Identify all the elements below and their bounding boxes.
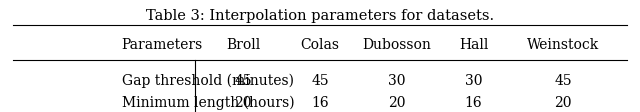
Text: Weinstock: Weinstock <box>527 38 599 52</box>
Text: Hall: Hall <box>459 38 488 52</box>
Text: Broll: Broll <box>226 38 260 52</box>
Text: Minimum length (hours): Minimum length (hours) <box>122 96 294 110</box>
Text: 45: 45 <box>311 74 329 88</box>
Text: Parameters: Parameters <box>122 38 203 52</box>
Text: Table 3: Interpolation parameters for datasets.: Table 3: Interpolation parameters for da… <box>146 9 494 23</box>
Text: 30: 30 <box>465 74 483 88</box>
Text: 16: 16 <box>311 96 329 110</box>
Text: 16: 16 <box>465 96 483 110</box>
Text: 45: 45 <box>554 74 572 88</box>
Text: 20: 20 <box>234 96 252 110</box>
Text: 45: 45 <box>234 74 252 88</box>
Text: Dubosson: Dubosson <box>362 38 431 52</box>
Text: Gap threshold (minutes): Gap threshold (minutes) <box>122 73 294 88</box>
Text: Colas: Colas <box>301 38 339 52</box>
Text: 20: 20 <box>554 96 572 110</box>
Text: 30: 30 <box>388 74 406 88</box>
Text: 20: 20 <box>388 96 406 110</box>
